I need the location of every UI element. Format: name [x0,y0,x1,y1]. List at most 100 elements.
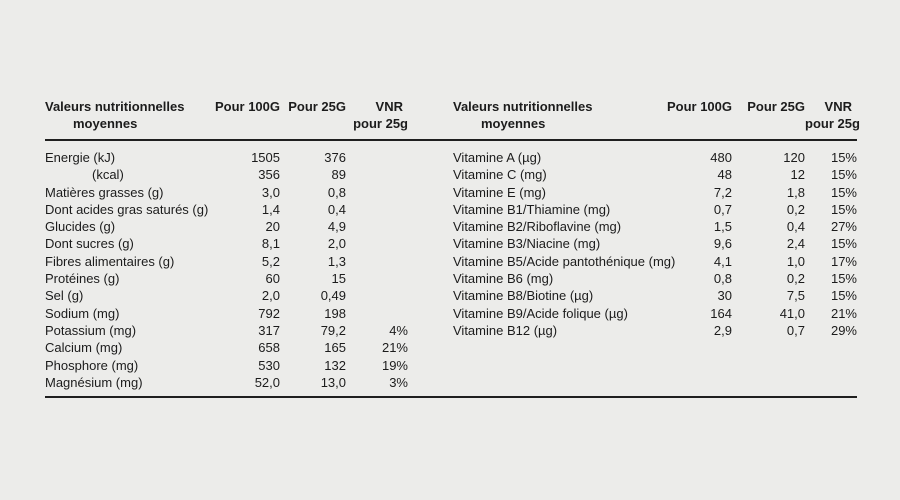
row-label: Phosphore (mg) [45,357,139,373]
table-row: Fibres alimentaires (g) 5,2 1,3 [45,253,408,270]
table-row: Dont sucres (g) 8,1 2,0 [45,235,408,252]
row-value-per-25g: 15 [331,271,346,287]
row-value-per-25g: 1,0 [786,253,805,269]
row-value-vnr: 21% [381,340,408,356]
row-value-per-100g: 5,2 [261,253,280,269]
header-vnr-line1: VNR [824,99,852,114]
table-row: Vitamine B5/Acide pantothénique (mg) 4,1 1… [453,253,857,270]
header-label-line2: moyennes [73,116,138,131]
table-row: Magnésium (mg) 52,0 13,0 3% [45,374,408,391]
row-label: Sodium (mg) [45,305,120,321]
row-value-per-100g: 4,1 [713,253,732,269]
header-vnr-line2: pour 25g [805,116,860,131]
column-header-vnr: VNR pour 25g [805,96,860,139]
table-row: Vitamine B9/Acide folique (µg) 164 41,0 21% [453,305,857,322]
row-label: Sel (g) [45,288,84,304]
row-value-vnr: 17% [830,253,857,269]
row-value-vnr [346,218,408,235]
row-value-per-25g: 4,9 [327,219,346,235]
row-value-per-100g: 3,0 [261,184,280,200]
row-value-per-100g: 317 [258,322,280,338]
row-label: Vitamine B2/Riboflavine (mg) [453,219,622,235]
row-value-per-25g: 89 [331,167,346,183]
row-label: (kcal) [92,167,124,183]
row-label: Vitamine B9/Acide folique (µg) [453,305,628,321]
row-label: Fibres alimentaires (g) [45,253,175,269]
table-row: Glucides (g) 20 4,9 [45,218,408,235]
minerals-table: Valeurs nutritionnelles moyennes Pour 10… [45,96,408,391]
row-value-per-25g: 198 [324,305,346,321]
row-value-per-100g: 60 [265,271,280,287]
row-value-per-100g: 20 [265,219,280,235]
header-label-line1: Valeurs nutritionnelles [45,99,185,114]
row-value-vnr [346,201,408,218]
row-value-vnr [346,184,408,201]
table-row: Sodium (mg) 792 198 [45,305,408,322]
row-label: Vitamine B3/Niacine (mg) [453,236,601,252]
minerals-table-header: Valeurs nutritionnelles moyennes Pour 10… [45,96,408,139]
row-value-per-100g: 792 [258,305,280,321]
table-row: Energie (kJ) 1505 376 [45,139,408,166]
row-value-vnr: 15% [830,201,857,217]
table-row: Dont acides gras saturés (g) 1,4 0,4 [45,201,408,218]
table-row: Potassium (mg) 317 79,2 4% [45,322,408,339]
row-value-per-25g: 0,2 [786,271,805,287]
column-header-per-100g: Pour 100G [666,99,732,114]
row-label: Potassium (mg) [45,322,137,338]
row-label: Calcium (mg) [45,340,123,356]
row-value-vnr: 15% [830,167,857,183]
row-value-vnr: 15% [830,184,857,200]
table-row: Matières grasses (g) 3,0 0,8 [45,184,408,201]
row-value-per-100g: 0,8 [713,271,732,287]
header-vnr-line2: pour 25g [353,116,408,131]
row-label: Dont sucres (g) [45,236,134,252]
row-label: Energie (kJ) [45,150,116,165]
column-header-label: Valeurs nutritionnelles moyennes [453,96,660,139]
row-value-per-100g: 0,7 [713,201,732,217]
row-value-per-25g: 1,3 [327,253,346,269]
row-value-vnr: 3% [389,374,408,390]
row-value-vnr: 15% [830,271,857,287]
table-row: Vitamine A (µg) 480 120 15% [453,139,857,166]
table-row: Vitamine B1/Thiamine (mg) 0,7 0,2 15% [453,201,857,218]
row-label: Dont acides gras saturés (g) [45,201,209,217]
row-value-vnr: 21% [830,305,857,321]
column-header-per-25g: Pour 25G [747,99,805,114]
table-row: Protéines (g) 60 15 [45,270,408,287]
row-value-vnr [346,305,408,322]
row-label: Vitamine A (µg) [453,150,542,165]
row-label: Glucides (g) [45,219,116,235]
table-row: Vitamine C (mg) 48 12 15% [453,166,857,183]
tables-area: Valeurs nutritionnelles moyennes Pour 10… [45,96,860,408]
row-value-per-100g: 52,0 [254,374,280,390]
minerals-table-body: Energie (kJ) 1505 376 (kcal) 356 89 Matières g… [45,139,408,391]
row-value-per-100g: 356 [258,167,280,183]
row-value-vnr [346,139,408,166]
row-value-per-100g: 48 [717,167,732,183]
table-row: Vitamine E (mg) 7,2 1,8 15% [453,184,857,201]
row-value-per-100g: 658 [258,340,280,356]
header-label-line1: Valeurs nutritionnelles [453,99,593,114]
row-label: Vitamine B6 (mg) [453,271,554,287]
row-value-vnr: 27% [830,219,857,235]
row-value-vnr: 15% [830,150,857,165]
row-value-vnr: 15% [830,236,857,252]
table-row: (kcal) 356 89 [45,166,408,183]
vitamins-table-header: Valeurs nutritionnelles moyennes Pour 10… [453,96,860,139]
row-value-per-25g: 13,0 [320,374,346,390]
row-value-vnr: 15% [830,288,857,304]
table-row: Vitamine B12 (µg) 2,9 0,7 29% [453,322,857,339]
row-value-vnr: 29% [830,322,857,338]
row-value-vnr [346,253,408,270]
row-value-per-100g: 1,4 [261,201,280,217]
row-value-per-25g: 7,5 [786,288,805,304]
row-value-vnr: 4% [389,322,408,338]
bottom-divider-line [45,396,857,398]
header-label-line2: moyennes [481,116,546,131]
row-label: Magnésium (mg) [45,374,143,390]
row-value-per-25g: 0,4 [327,201,346,217]
row-value-vnr: 19% [381,357,408,373]
row-value-per-25g: 0,7 [786,322,805,338]
table-row: Calcium (mg) 658 165 21% [45,339,408,356]
row-value-per-25g: 165 [324,340,346,356]
